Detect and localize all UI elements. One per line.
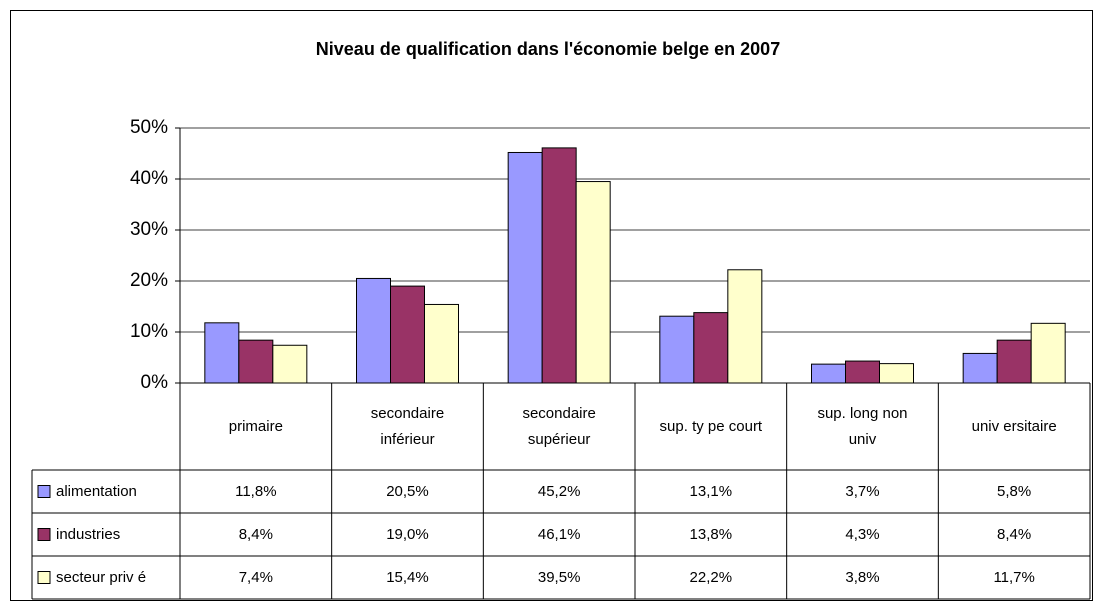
category-label: primaire — [228, 417, 283, 435]
data-label: 5,8% — [997, 482, 1032, 500]
data-label: 15,4% — [386, 568, 429, 586]
bar — [727, 269, 763, 384]
bar — [811, 363, 846, 384]
data-label: 11,7% — [993, 568, 1035, 586]
data-label: 11,8% — [235, 482, 277, 500]
data-label: 22,2% — [689, 568, 733, 586]
bar — [238, 339, 274, 384]
legend-label: industries — [56, 525, 121, 543]
bar — [272, 344, 308, 384]
bar — [845, 360, 880, 384]
y-tick-label: 20% — [130, 270, 168, 291]
bar — [962, 352, 998, 384]
bar — [204, 322, 240, 384]
data-label: 4,3% — [845, 525, 880, 543]
y-tick-label: 30% — [130, 219, 168, 240]
legend-key — [37, 528, 51, 541]
data-label: 7,4% — [238, 568, 273, 586]
data-label: 20,5% — [386, 482, 429, 500]
data-label: 3,7% — [845, 482, 880, 500]
legend-key — [37, 571, 51, 584]
data-label: 45,2% — [537, 482, 581, 500]
category-label: secondaire supérieur — [522, 404, 596, 448]
data-label: 39,5% — [537, 568, 581, 586]
category-label: sup. ty pe court — [659, 417, 763, 435]
data-label: 8,4% — [997, 525, 1032, 543]
chart-title: Niveau de qualification dans l'économie … — [316, 39, 780, 59]
bar — [541, 147, 577, 384]
bar — [659, 315, 695, 384]
y-tick-label: 0% — [141, 372, 169, 393]
data-label: 3,8% — [845, 568, 880, 586]
legend-key — [37, 485, 51, 498]
bar — [879, 363, 914, 384]
bar — [424, 303, 459, 384]
data-label: 13,8% — [689, 525, 733, 543]
y-tick-label: 40% — [130, 168, 168, 189]
y-tick-label: 10% — [130, 321, 168, 342]
legend-label: secteur priv é — [56, 568, 147, 586]
data-label: 13,1% — [689, 482, 733, 500]
data-label: 46,1% — [537, 525, 581, 543]
bar — [575, 181, 611, 384]
data-label: 8,4% — [238, 525, 273, 543]
category-label: sup. long non univ — [817, 404, 908, 448]
bar — [390, 285, 425, 384]
data-label: 19,0% — [386, 525, 429, 543]
bar — [693, 312, 729, 384]
bar — [507, 151, 543, 384]
category-label: univ ersitaire — [971, 417, 1057, 435]
bar — [996, 339, 1032, 384]
category-label: secondaire inférieur — [370, 404, 445, 448]
legend-label: alimentation — [56, 482, 137, 500]
bar — [1030, 322, 1066, 384]
y-tick-label: 50% — [130, 117, 168, 138]
bar — [356, 277, 391, 384]
